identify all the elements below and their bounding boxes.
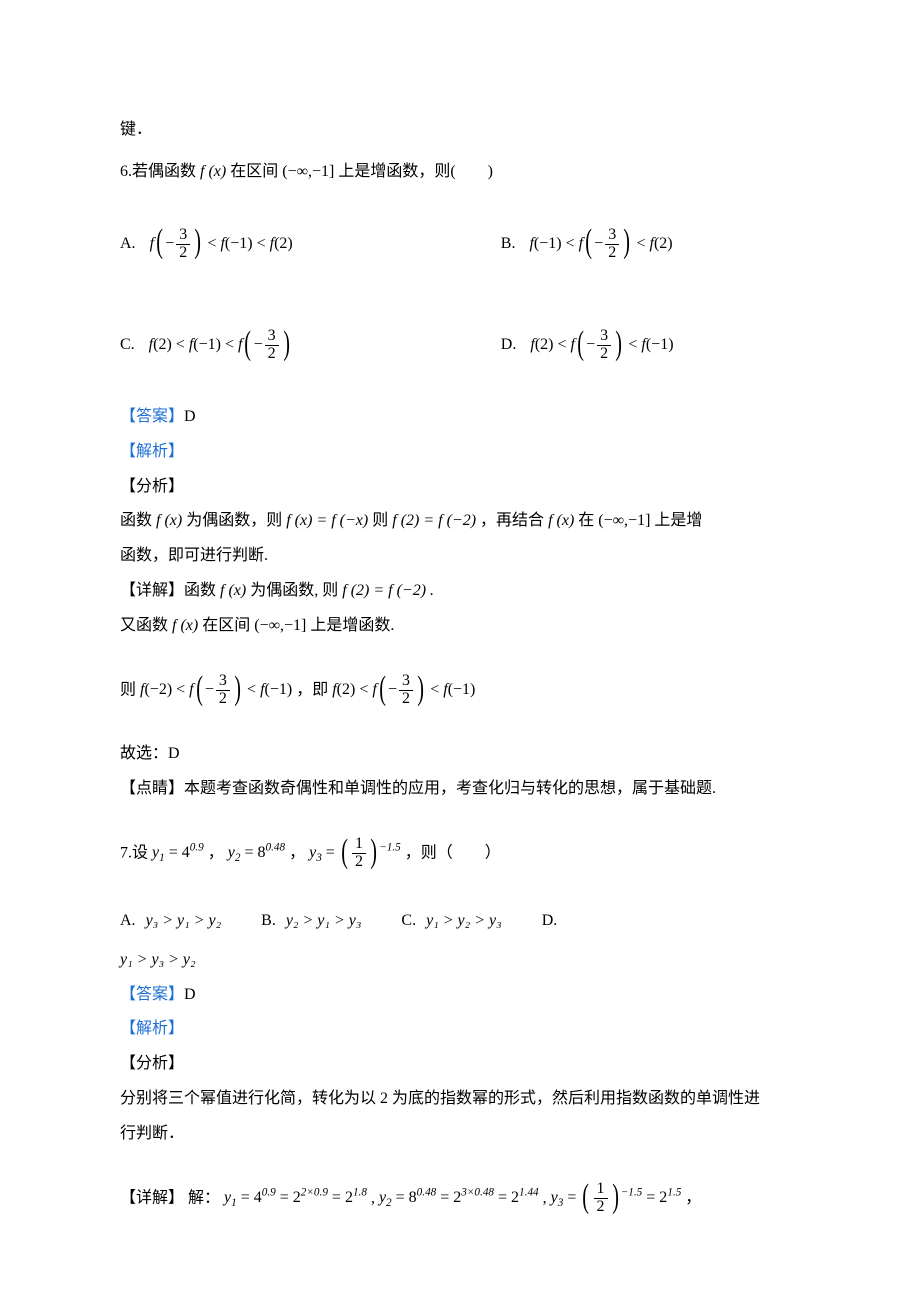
q6-chain2: f(2) < f(−32) < f(−1) (332, 681, 475, 698)
q6-c-math: f(2) < f(−1) < f(−32) (149, 336, 292, 353)
q7-opt-d-label: D. (542, 907, 568, 936)
s1: ， (208, 844, 224, 861)
ans2: 【答案】 (120, 986, 184, 1003)
label-d: D. (501, 336, 517, 353)
q6-fenxi-label: 【分析】 (120, 473, 800, 502)
q6-a-math: f(−32) < f(−1) < f(2) (150, 235, 293, 252)
q7-opt-d: y₁ > y₃ > y₂ (120, 946, 800, 975)
q7y2: y2 = 80.48 (228, 844, 285, 861)
q6-xiangjie-l1: 【详解】函数 f (x) 为偶函数, 则 f (2) = f (−2) . (120, 577, 800, 606)
q7-opt-c: C.y₁ > y₂ > y₃ (401, 907, 501, 936)
dj-text: 本题考查函数奇偶性和单调性的应用，考查化归与转化的思想，属于基础题. (184, 780, 716, 797)
q6-opt-c: C. f(2) < f(−1) < f(−32) (120, 302, 501, 389)
xjt2: 为偶函数, 则 (250, 582, 338, 599)
q6-jiexi: 【解析】 (120, 438, 800, 467)
fx: f (x) (200, 163, 226, 180)
xjend: ， (685, 1189, 701, 1206)
fx3: f (x) (220, 582, 246, 599)
answer-label: 【答案】 (120, 408, 184, 425)
q7-answer: 【答案】D (120, 981, 800, 1010)
s2: ， (289, 844, 305, 861)
xj-label: 【详解】 (120, 582, 184, 599)
q6-fenxi-line2: 函数，即可进行判断. (120, 542, 800, 571)
fx4: f (x) (172, 617, 198, 634)
t6: 上是增 (654, 512, 702, 529)
xj2pre: 解： (188, 1189, 220, 1206)
xjt3: 又函数 (120, 617, 168, 634)
q6-opt-b: B. f(−1) < f(−32) < f(2) (501, 200, 800, 287)
q7pre: 7.设 (120, 844, 148, 861)
q7post: ，则（ ） (405, 844, 501, 861)
q6-stem-post: 上是增函数，则( ) (338, 163, 493, 180)
q6-xiangjie-l2: 又函数 f (x) 在区间 (−∞,−1] 上是增函数. (120, 612, 800, 641)
t5: 在 (578, 512, 594, 529)
t4: ，再结合 (480, 512, 544, 529)
q7xj-y3: y3 = (12)−1.5 = 21.5 (551, 1189, 686, 1206)
q6-answer: 【答案】D (120, 403, 800, 432)
q6-opt-a: A. f(−32) < f(−1) < f(2) (120, 200, 501, 287)
ji: ，即 (296, 681, 328, 698)
int3: (−∞,−1] (254, 617, 306, 634)
q6-stem-mid: 在区间 (230, 163, 278, 180)
xj2: 【详解】 (120, 1189, 184, 1206)
eq1: f (x) = f (−x) (286, 512, 368, 529)
xjt4: 在区间 (202, 617, 250, 634)
eq2: f (2) = f (−2) (392, 512, 476, 529)
q6-gu: 故选：D (120, 740, 800, 769)
fx1: f (x) (156, 512, 182, 529)
q7-opt-a: A.y₃ > y₁ > y₂ (120, 907, 221, 936)
ze: 则 (120, 681, 136, 698)
xjeq: f (2) = f (−2) . (342, 582, 434, 599)
dj-label: 【点睛】 (120, 780, 184, 797)
q7-xiangjie: 【详解】 解： y1 = 40.9 = 22×0.9 = 21.8 , y2 =… (120, 1155, 800, 1242)
t3: 则 (372, 512, 388, 529)
q6-fenxi-line1: 函数 f (x) 为偶函数，则 f (x) = f (−x) 则 f (2) =… (120, 507, 800, 536)
q7-fenxi-2: 行判断． (120, 1120, 800, 1149)
q6-chain: f(−2) < f(−32) < f(−1) (140, 681, 296, 698)
int2: (−∞,−1] (598, 512, 650, 529)
q6-options-row2: C. f(2) < f(−1) < f(−32) D. f(2) < f(−32… (120, 302, 800, 389)
q6-options-row1: A. f(−32) < f(−1) < f(2) B. f(−1) < f(−3… (120, 200, 800, 287)
q7xj-y2: y2 = 80.48 = 23×0.48 = 21.44 (379, 1189, 543, 1206)
q7y3: y3 = (12)−1.5 (309, 844, 405, 861)
q6-b-math: f(−1) < f(−32) < f(2) (529, 235, 672, 252)
fx2: f (x) (548, 512, 574, 529)
q6-d-math: f(2) < f(−32) < f(−1) (530, 336, 673, 353)
xjt1: 函数 (184, 582, 216, 599)
q6-xiangjie-l3: 则 f(−2) < f(−32) < f(−1) ，即 f(2) < f(−32… (120, 647, 800, 734)
label-a: A. (120, 235, 136, 252)
sep2: , (543, 1189, 551, 1206)
answer-d: D (184, 408, 196, 425)
t1: 函数 (120, 512, 152, 529)
q6-interval: (−∞,−1] (282, 163, 334, 180)
q6-opt-d: D. f(2) < f(−32) < f(−1) (501, 302, 800, 389)
q7-stem: 7.设 y1 = 40.9 ， y2 = 80.48 ， y3 = (12)−1… (120, 810, 800, 897)
q7-fenxi-label: 【分析】 (120, 1050, 800, 1079)
q6-stem: 6.若偶函数 f (x) 在区间 (−∞,−1] 上是增函数，则( ) (120, 151, 800, 193)
t2: 为偶函数，则 (186, 512, 282, 529)
q7-opt-b: B.y₂ > y₁ > y₃ (261, 907, 361, 936)
lead-fragment: 键． (120, 116, 800, 145)
ansD2: D (184, 986, 196, 1003)
xjt5: 上是增函数. (310, 617, 394, 634)
q7xj-y1: y1 = 40.9 = 22×0.9 = 21.8 (224, 1189, 371, 1206)
label-b: B. (501, 235, 516, 252)
q6-stem-pre: 6.若偶函数 (120, 163, 196, 180)
q7-options: A.y₃ > y₁ > y₂ B.y₂ > y₁ > y₃ C.y₁ > y₂ … (120, 907, 800, 936)
q7-jiexi: 【解析】 (120, 1015, 800, 1044)
q6-dianjing: 【点睛】本题考查函数奇偶性和单调性的应用，考查化归与转化的思想，属于基础题. (120, 775, 800, 804)
sep1: , (371, 1189, 379, 1206)
q7-fenxi-1: 分别将三个幂值进行化简，转化为以 2 为底的指数幂的形式，然后利用指数函数的单调… (120, 1085, 800, 1114)
q7y1: y1 = 40.9 (152, 844, 204, 861)
label-c: C. (120, 336, 135, 353)
